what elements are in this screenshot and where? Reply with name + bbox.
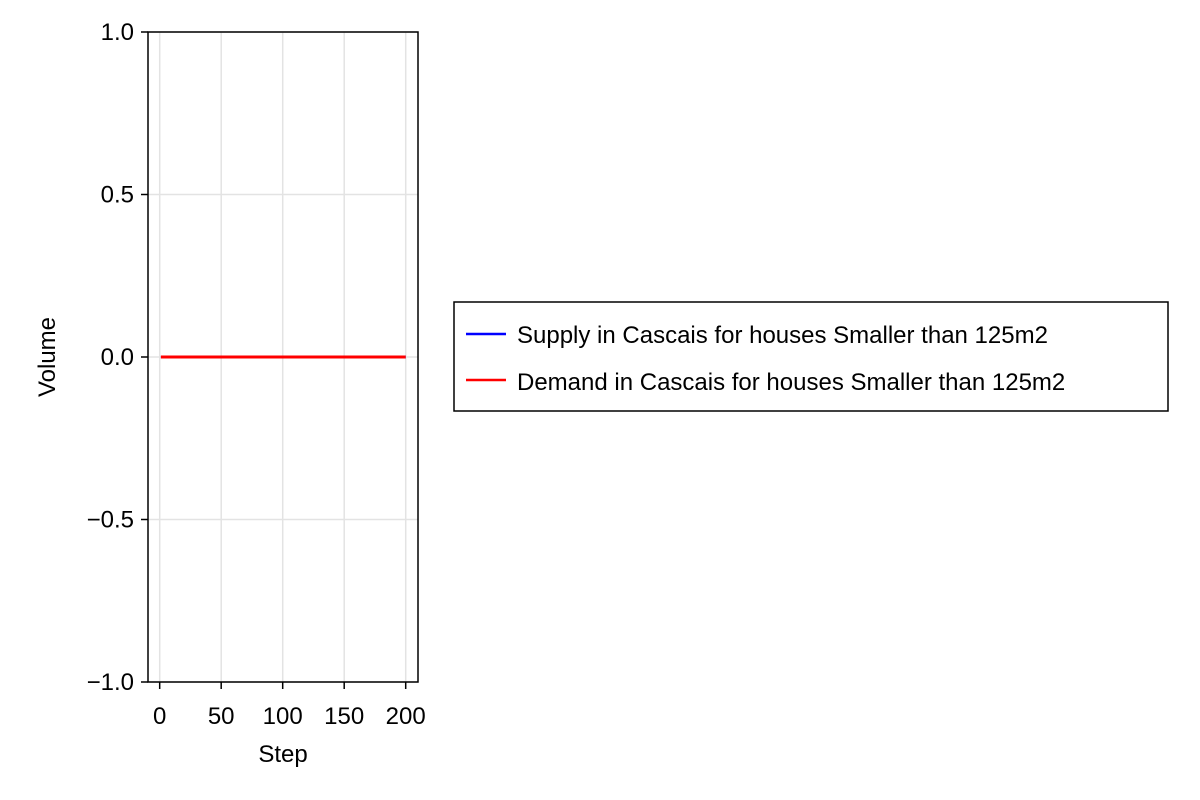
tick-labels: 0 50 100 150 200 −1.0 −0.5 0.0 0.5 1.0 <box>87 19 426 730</box>
x-tick-label: 0 <box>153 703 166 730</box>
y-axis-label: Volume <box>34 317 61 397</box>
x-tick-label: 200 <box>386 703 426 730</box>
legend-label-supply: Supply in Cascais for houses Smaller tha… <box>517 322 1048 349</box>
x-tick-label: 150 <box>324 703 364 730</box>
legend-box <box>453 301 1169 412</box>
y-tick-label: −0.5 <box>87 507 134 534</box>
axis-ticks <box>141 31 407 689</box>
x-axis-label: Step <box>258 741 307 768</box>
x-tick-label: 50 <box>208 703 235 730</box>
y-tick-label: 0.5 <box>101 182 134 209</box>
y-tick-label: 1.0 <box>101 19 134 46</box>
legend-label-demand: Demand in Cascais for houses Smaller tha… <box>517 369 1065 396</box>
y-tick-label: −1.0 <box>87 669 134 696</box>
x-tick-label: 100 <box>263 703 303 730</box>
legend: Supply in Cascais for houses Smaller tha… <box>453 301 1169 412</box>
y-tick-label: 0.0 <box>101 344 134 371</box>
